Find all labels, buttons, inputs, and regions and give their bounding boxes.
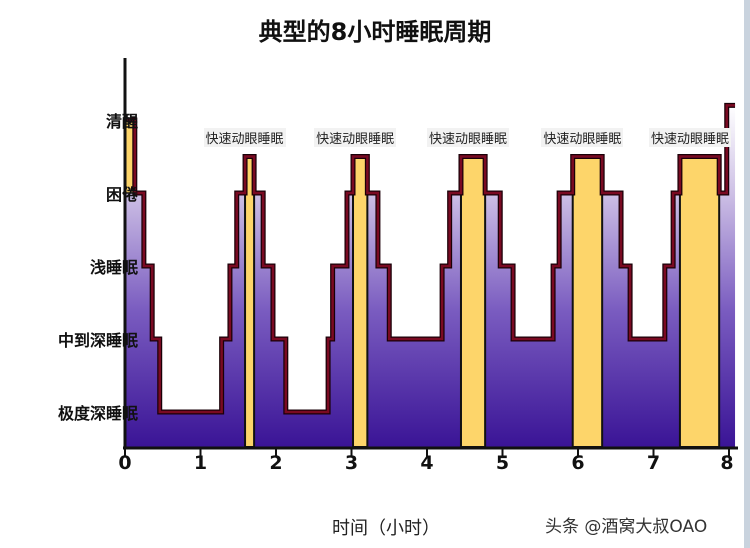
rem-bar	[244, 155, 256, 448]
y-tick-label: 中到深睡眠	[57, 331, 138, 350]
chart-title: 典型的8小时睡眠周期	[258, 18, 492, 46]
awake-bar	[125, 120, 135, 193]
rem-annotation: 快速动眼睡眠	[314, 128, 397, 147]
watermark: 头条 @酒窝大叔OAO	[545, 517, 708, 537]
x-tick-label: 6	[571, 452, 585, 474]
rem-annotation: 快速动眼睡眠	[541, 128, 624, 147]
x-tick-label: 2	[269, 452, 283, 474]
y-tick-label: 清醒	[105, 112, 138, 131]
x-tick-label: 0	[118, 452, 132, 474]
rem-annotation: 快速动眼睡眠	[427, 128, 510, 147]
right-edge-strip	[744, 0, 750, 548]
rem-bar	[459, 155, 487, 448]
area-fill	[125, 105, 736, 448]
step-line	[125, 104, 736, 414]
x-tick-label: 7	[646, 452, 661, 474]
y-tick-label: 极度深睡眠	[57, 404, 138, 423]
rem-bar	[352, 155, 369, 448]
x-tick-label: 1	[193, 452, 208, 474]
x-axis-label: 时间（小时）	[332, 518, 440, 539]
x-tick-label: 5	[495, 452, 510, 474]
rem-bar	[571, 155, 604, 448]
y-tick-label: 困倦	[105, 185, 138, 204]
rem-bar	[678, 155, 721, 448]
x-tick-label: 3	[344, 452, 359, 474]
rem-annotation: 快速动眼睡眠	[203, 128, 286, 147]
y-tick-label: 浅睡眠	[89, 258, 138, 277]
x-tick-label: 4	[420, 452, 434, 474]
x-tick-label: 8	[720, 452, 734, 474]
rem-annotation: 快速动眼睡眠	[648, 128, 732, 147]
